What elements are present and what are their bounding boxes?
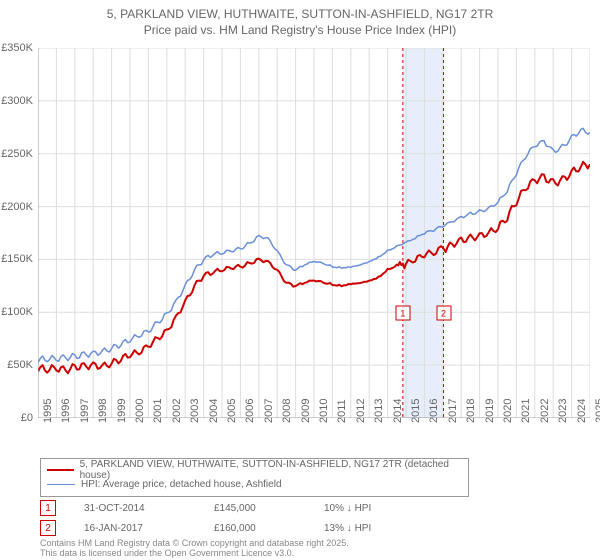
x-tick-label: 1998 bbox=[97, 399, 109, 423]
x-tick-label: 2006 bbox=[244, 399, 256, 423]
marker-price: £145,000 bbox=[214, 503, 324, 514]
x-tick-label: 1997 bbox=[79, 399, 91, 423]
title-block: 5, PARKLAND VIEW, HUTHWAITE, SUTTON-IN-A… bbox=[0, 0, 600, 38]
x-tick-label: 2007 bbox=[263, 399, 275, 423]
x-tick-label: 2022 bbox=[539, 399, 551, 423]
x-tick-label: 2020 bbox=[502, 399, 514, 423]
legend-label: 5, PARKLAND VIEW, HUTHWAITE, SUTTON-IN-A… bbox=[80, 459, 462, 481]
x-tick-label: 2012 bbox=[355, 399, 367, 423]
y-tick-label: £300K bbox=[1, 95, 33, 107]
marker-date: 31-OCT-2014 bbox=[84, 503, 214, 514]
x-tick-label: 2000 bbox=[134, 399, 146, 423]
y-tick-label: £50K bbox=[7, 359, 33, 371]
x-tick-label: 1996 bbox=[60, 399, 72, 423]
x-tick-label: 2011 bbox=[336, 399, 348, 423]
x-tick-label: 1999 bbox=[116, 399, 128, 423]
marker-pct: 13% ↓ HPI bbox=[324, 523, 444, 534]
x-tick-label: 2016 bbox=[428, 399, 440, 423]
marker-price: £160,000 bbox=[214, 523, 324, 534]
y-tick-label: £250K bbox=[1, 148, 33, 160]
marker-row: 2 16-JAN-2017£160,00013% ↓ HPI bbox=[40, 518, 444, 538]
x-tick-label: 2004 bbox=[208, 399, 220, 423]
marker-id-box: 2 bbox=[40, 520, 56, 536]
y-tick-label: £0 bbox=[21, 412, 33, 424]
footer-line1: Contains HM Land Registry data © Crown c… bbox=[40, 538, 349, 548]
legend-box: 5, PARKLAND VIEW, HUTHWAITE, SUTTON-IN-A… bbox=[40, 458, 469, 497]
x-tick-label: 2010 bbox=[318, 399, 330, 423]
title-line1: 5, PARKLAND VIEW, HUTHWAITE, SUTTON-IN-A… bbox=[0, 6, 600, 22]
y-tick-label: £150K bbox=[1, 253, 33, 265]
y-tick-label: £100K bbox=[1, 306, 33, 318]
chart-container: 5, PARKLAND VIEW, HUTHWAITE, SUTTON-IN-A… bbox=[0, 0, 600, 560]
x-tick-label: 2015 bbox=[410, 399, 422, 423]
x-tick-label: 2018 bbox=[465, 399, 477, 423]
legend-label: HPI: Average price, detached house, Ashf… bbox=[81, 479, 282, 490]
x-tick-label: 2001 bbox=[152, 399, 164, 423]
x-tick-label: 2019 bbox=[484, 399, 496, 423]
x-tick-label: 2005 bbox=[226, 399, 238, 423]
x-tick-label: 2017 bbox=[447, 399, 459, 423]
x-tick-label: 2023 bbox=[557, 399, 569, 423]
title-line2: Price paid vs. HM Land Registry's House … bbox=[0, 22, 600, 38]
legend-swatch bbox=[47, 484, 75, 485]
footer-line2: This data is licensed under the Open Gov… bbox=[40, 548, 349, 558]
footer: Contains HM Land Registry data © Crown c… bbox=[40, 538, 349, 559]
x-tick-label: 2009 bbox=[300, 399, 312, 423]
x-tick-label: 2002 bbox=[171, 399, 183, 423]
y-tick-label: £350K bbox=[1, 42, 33, 54]
x-tick-label: 2024 bbox=[576, 399, 588, 423]
x-tick-label: 1995 bbox=[42, 399, 54, 423]
marker-id-box: 1 bbox=[40, 500, 56, 516]
x-tick-label: 2025 bbox=[594, 399, 600, 423]
x-tick-label: 2008 bbox=[281, 399, 293, 423]
chart-area: £0£50K£100K£150K£200K£250K£300K£350K1995… bbox=[38, 48, 590, 418]
y-tick-label: £200K bbox=[1, 201, 33, 213]
chart-marker-2: 2 bbox=[436, 306, 451, 321]
x-tick-label: 2021 bbox=[520, 399, 532, 423]
marker-date: 16-JAN-2017 bbox=[84, 523, 214, 534]
legend-row: 5, PARKLAND VIEW, HUTHWAITE, SUTTON-IN-A… bbox=[47, 462, 462, 477]
marker-row: 1 31-OCT-2014£145,00010% ↓ HPI bbox=[40, 498, 444, 518]
chart-marker-1: 1 bbox=[395, 306, 410, 321]
x-tick-label: 2014 bbox=[392, 399, 404, 423]
legend-swatch bbox=[47, 469, 74, 471]
x-tick-label: 2013 bbox=[373, 399, 385, 423]
x-tick-label: 2003 bbox=[189, 399, 201, 423]
marker-pct: 10% ↓ HPI bbox=[324, 503, 444, 514]
plot-svg bbox=[38, 48, 590, 418]
marker-table: 1 31-OCT-2014£145,00010% ↓ HPI 2 16-JAN-201… bbox=[40, 498, 444, 538]
